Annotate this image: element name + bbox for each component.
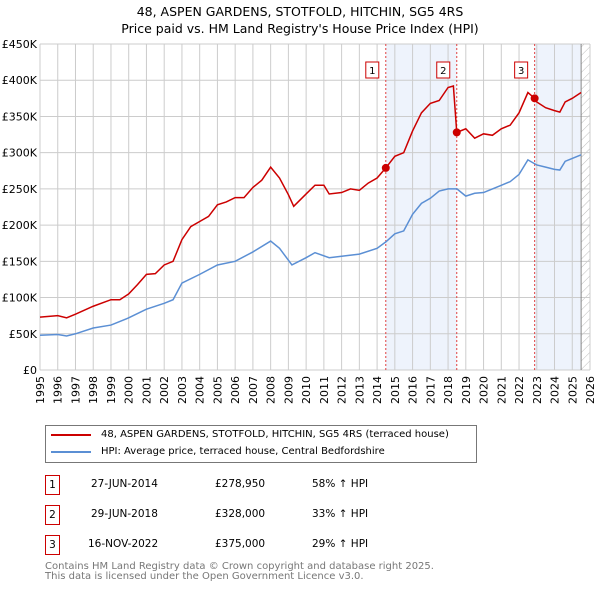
footer-licence: This data is licensed under the Open Gov… [45, 571, 364, 582]
x-tick-label: 2016 [407, 376, 420, 404]
x-tick-label: 2020 [478, 376, 491, 404]
sale-point [452, 128, 461, 137]
y-tick-label: £200K [2, 219, 38, 232]
sale-point [530, 94, 539, 103]
y-tick-label: £0 [23, 364, 37, 377]
y-tick-label: £400K [2, 74, 38, 87]
sale-hpi-diff: 29% ↑ HPI [312, 538, 369, 550]
sale-row: 3 16-NOV-2022 £375,000 29% ↑ HPI [45, 535, 505, 555]
x-tick-label: 2003 [176, 376, 189, 404]
sale-label: 1 [369, 66, 375, 77]
sale-hpi-diff: 33% ↑ HPI [312, 508, 369, 520]
legend-label: 48, ASPEN GARDENS, STOTFOLD, HITCHIN, SG… [101, 429, 449, 440]
sale-label-box [436, 61, 451, 79]
sale-point [381, 163, 390, 172]
x-tick-label: 1995 [34, 376, 47, 404]
x-tick-label: 2021 [495, 376, 508, 404]
sale-label: 2 [440, 66, 446, 77]
y-tick-label: £100K [2, 292, 38, 305]
y-tick-label: £350K [2, 110, 38, 123]
x-tick-label: 1999 [105, 376, 118, 404]
sale-date: 16-NOV-2022 [88, 538, 159, 550]
sale-marker-badge: 3 [45, 535, 60, 555]
chart-title: 48, ASPEN GARDENS, STOTFOLD, HITCHIN, SG… [136, 4, 464, 19]
sale-hpi-diff: 58% ↑ HPI [312, 478, 369, 490]
x-tick-label: 2001 [140, 376, 153, 404]
x-tick-label: 2013 [353, 376, 366, 404]
highlight-band [534, 44, 582, 370]
legend: 48, ASPEN GARDENS, STOTFOLD, HITCHIN, SG… [45, 425, 477, 463]
x-tick-label: 2010 [300, 376, 313, 404]
x-tick-label: 2011 [318, 376, 331, 404]
chart-subtitle: Price paid vs. HM Land Registry's House … [121, 21, 479, 36]
sale-label-box [514, 61, 529, 79]
sale-date: 29-JUN-2018 [91, 508, 158, 520]
x-tick-label: 2007 [247, 376, 260, 404]
x-tick-label: 2002 [158, 376, 171, 404]
x-tick-label: 2012 [336, 376, 349, 404]
x-tick-label: 2005 [211, 376, 224, 404]
sale-label-box [365, 61, 380, 79]
y-tick-label: £250K [2, 183, 38, 196]
x-tick-label: 2014 [371, 376, 384, 404]
sale-row: 2 29-JUN-2018 £328,000 33% ↑ HPI [45, 505, 505, 525]
footer: Contains HM Land Registry data © Crown c… [45, 562, 434, 582]
sale-price: £278,950 [215, 478, 266, 490]
x-tick-label: 2006 [229, 376, 242, 404]
y-tick-label: £300K [2, 147, 38, 160]
x-tick-label: 2024 [549, 376, 562, 404]
x-tick-label: 2017 [424, 376, 437, 404]
x-tick-label: 2009 [282, 376, 295, 404]
x-tick-label: 1996 [52, 376, 65, 404]
x-tick-label: 2019 [460, 376, 473, 404]
highlight-band [385, 44, 457, 370]
sale-date: 27-JUN-2014 [91, 478, 158, 490]
y-tick-label: £150K [2, 255, 38, 268]
legend-label: HPI: Average price, terraced house, Cent… [101, 446, 385, 457]
x-tick-label: 2015 [389, 376, 402, 404]
legend-swatch-blue [51, 450, 91, 453]
footer-copyright: Contains HM Land Registry data © Crown c… [45, 561, 434, 572]
x-tick-label: 2025 [566, 376, 579, 404]
plot-area: 1995 1996 1997 1998 1999 2000 2001 2002 2003 2004… [2, 38, 597, 404]
x-tick-label: 2004 [194, 376, 207, 404]
sale-row: 1 27-JUN-2014 £278,950 58% ↑ HPI [45, 475, 505, 495]
property-price-line [39, 85, 582, 319]
x-tick-label: 1997 [69, 376, 82, 404]
sale-price: £375,000 [215, 538, 266, 550]
x-tick-label: 2022 [513, 376, 526, 404]
sale-price: £328,000 [215, 508, 266, 520]
legend-item-property: 48, ASPEN GARDENS, STOTFOLD, HITCHIN, SG… [51, 429, 449, 440]
legend-item-hpi: HPI: Average price, terraced house, Cent… [51, 446, 385, 457]
x-tick-label: 2000 [123, 376, 136, 404]
y-tick-label: £50K [9, 328, 38, 341]
sale-marker-badge: 1 [45, 475, 60, 495]
hpi-line [39, 154, 582, 337]
y-tick-label: £450K [2, 38, 38, 51]
future-hatch [581, 44, 590, 370]
legend-swatch-red [51, 433, 91, 436]
sale-marker-badge: 2 [45, 505, 60, 525]
x-tick-label: 2008 [265, 376, 278, 404]
x-tick-label: 1998 [87, 376, 100, 404]
x-tick-label: 2026 [584, 376, 597, 404]
x-tick-label: 2023 [531, 376, 544, 404]
x-tick-label: 2018 [442, 376, 455, 404]
sale-label: 3 [518, 66, 524, 77]
